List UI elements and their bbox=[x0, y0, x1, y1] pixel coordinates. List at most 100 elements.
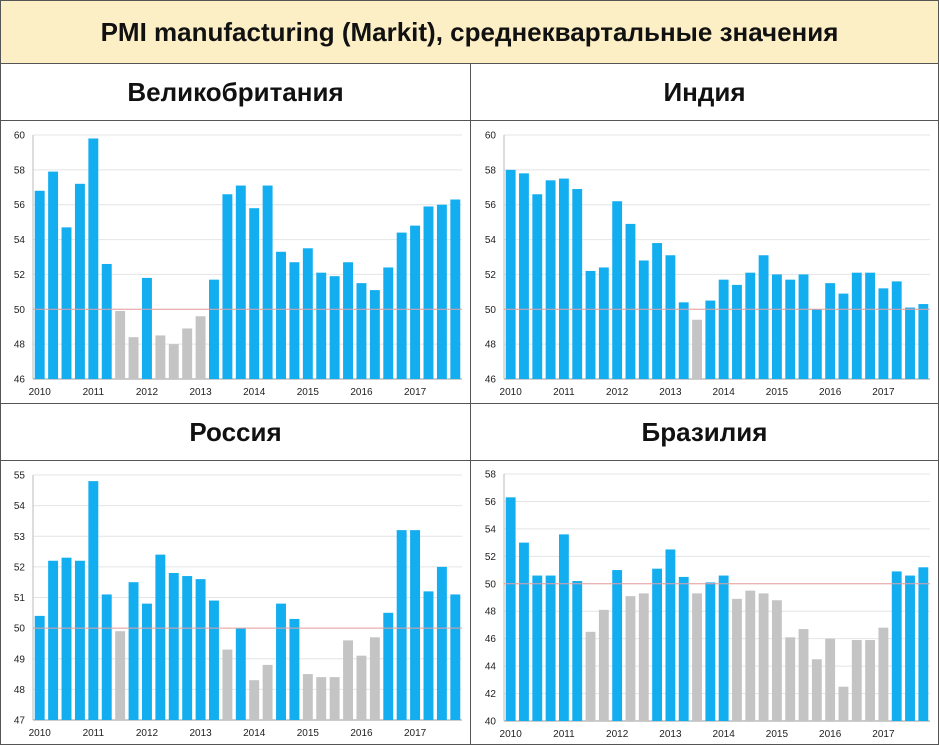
uk-x-tick-label: 2016 bbox=[350, 387, 373, 398]
india-bar bbox=[612, 201, 623, 379]
uk-bar bbox=[423, 206, 434, 379]
uk-bar bbox=[383, 267, 394, 379]
india-y-tick-label: 52 bbox=[485, 270, 497, 281]
russia-bar bbox=[168, 573, 179, 720]
india-bar bbox=[625, 223, 636, 379]
uk-bar bbox=[329, 276, 340, 379]
russia-bar bbox=[115, 631, 126, 720]
uk-y-tick-label: 56 bbox=[14, 200, 26, 211]
brazil-bar bbox=[878, 627, 889, 721]
russia-bar bbox=[383, 612, 394, 720]
uk-bar bbox=[249, 208, 260, 379]
russia-y-tick-label: 50 bbox=[14, 624, 26, 635]
india-bar bbox=[798, 274, 809, 379]
brazil-bar bbox=[732, 598, 742, 721]
russia-y-tick-label: 52 bbox=[14, 562, 26, 573]
uk-bar bbox=[195, 316, 206, 379]
india-bar bbox=[519, 173, 529, 379]
russia-bar bbox=[369, 637, 380, 720]
brazil-y-tick-label: 54 bbox=[485, 524, 497, 535]
brazil-bar bbox=[585, 631, 596, 721]
india-bar bbox=[771, 274, 782, 379]
india-bar bbox=[878, 288, 889, 379]
russia-bar bbox=[329, 677, 340, 720]
brazil-y-tick-label: 46 bbox=[485, 634, 497, 645]
russia-bar bbox=[61, 557, 72, 720]
brazil-y-tick-label: 50 bbox=[485, 579, 497, 590]
uk-bar bbox=[235, 185, 246, 379]
russia-bar bbox=[34, 615, 45, 720]
uk-bar bbox=[289, 262, 300, 379]
brazil-x-tick-label: 2013 bbox=[659, 729, 682, 740]
india-bar bbox=[665, 255, 676, 379]
russia-bar bbox=[209, 600, 219, 720]
uk-bar bbox=[369, 290, 380, 379]
russia-bar bbox=[222, 649, 233, 720]
india-bar bbox=[545, 180, 556, 379]
panel-title-uk: Великобритания bbox=[1, 64, 470, 121]
uk-bar bbox=[141, 277, 152, 379]
uk-x-tick-label: 2015 bbox=[297, 387, 320, 398]
brazil-bar bbox=[638, 593, 649, 721]
russia-bar bbox=[450, 594, 461, 720]
russia-bar bbox=[276, 603, 286, 720]
brazil-x-tick-label: 2011 bbox=[553, 729, 575, 740]
brazil-bar bbox=[798, 629, 809, 721]
india-bar bbox=[825, 283, 836, 379]
uk-bar bbox=[356, 283, 367, 379]
india-y-tick-label: 48 bbox=[485, 340, 497, 351]
uk-y-tick-label: 54 bbox=[14, 235, 26, 246]
india-y-tick-label: 46 bbox=[485, 375, 497, 386]
brazil-bar bbox=[705, 582, 716, 721]
russia-bar bbox=[343, 640, 354, 720]
brazil-bar bbox=[785, 637, 796, 721]
russia-bar bbox=[74, 560, 85, 720]
india-y-tick-label: 50 bbox=[485, 305, 497, 316]
india-bar bbox=[851, 272, 862, 379]
india-bar bbox=[785, 279, 796, 379]
uk-x-tick-label: 2011 bbox=[83, 387, 105, 398]
brazil-bar bbox=[851, 640, 862, 721]
russia-y-tick-label: 54 bbox=[14, 501, 26, 512]
russia-bar bbox=[302, 674, 313, 720]
india-bar bbox=[732, 284, 742, 379]
uk-bar bbox=[155, 335, 166, 379]
brazil-y-tick-label: 48 bbox=[485, 607, 497, 618]
brazil-bar bbox=[652, 568, 663, 721]
uk-bar bbox=[396, 232, 407, 379]
chart-india: 46 48 50 52 54 56 58 60 2010 2011 2012 2013 2014 2015… bbox=[485, 131, 930, 398]
uk-bar bbox=[34, 190, 45, 379]
brazil-x-tick-label: 2016 bbox=[819, 729, 842, 740]
russia-bar bbox=[195, 579, 206, 720]
chart-uk: 46 48 50 52 54 56 58 60 2010 2011 2012 2013 2014 2015… bbox=[14, 131, 462, 398]
uk-bar bbox=[222, 194, 233, 379]
russia-x-tick-label: 2011 bbox=[83, 728, 105, 739]
brazil-bar bbox=[825, 638, 836, 721]
india-bar bbox=[585, 270, 596, 379]
brazil-y-tick-label: 58 bbox=[485, 470, 497, 481]
russia-y-tick-label: 47 bbox=[14, 716, 26, 727]
brazil-bar bbox=[545, 575, 556, 721]
panel-divider-horizontal bbox=[1, 403, 938, 404]
brazil-bar bbox=[811, 659, 822, 721]
brazil-bar bbox=[692, 593, 702, 721]
brazil-x-tick-label: 2010 bbox=[500, 729, 523, 740]
uk-bar bbox=[410, 225, 421, 379]
india-bar bbox=[758, 255, 769, 379]
russia-y-tick-label: 55 bbox=[14, 471, 26, 482]
uk-bar bbox=[316, 272, 327, 379]
uk-bar bbox=[450, 199, 461, 379]
india-bar bbox=[745, 272, 756, 379]
russia-bar bbox=[182, 576, 193, 720]
brazil-bar bbox=[612, 570, 623, 721]
russia-y-tick-label: 48 bbox=[14, 685, 26, 696]
brazil-bar bbox=[665, 549, 676, 721]
brazil-y-tick-label: 44 bbox=[485, 662, 497, 673]
russia-bar bbox=[249, 680, 260, 720]
uk-bar bbox=[436, 204, 447, 379]
india-y-tick-label: 60 bbox=[485, 131, 497, 142]
uk-y-tick-label: 58 bbox=[14, 165, 26, 176]
russia-x-tick-label: 2015 bbox=[297, 728, 320, 739]
russia-bar bbox=[262, 664, 273, 720]
uk-bar bbox=[61, 227, 72, 379]
